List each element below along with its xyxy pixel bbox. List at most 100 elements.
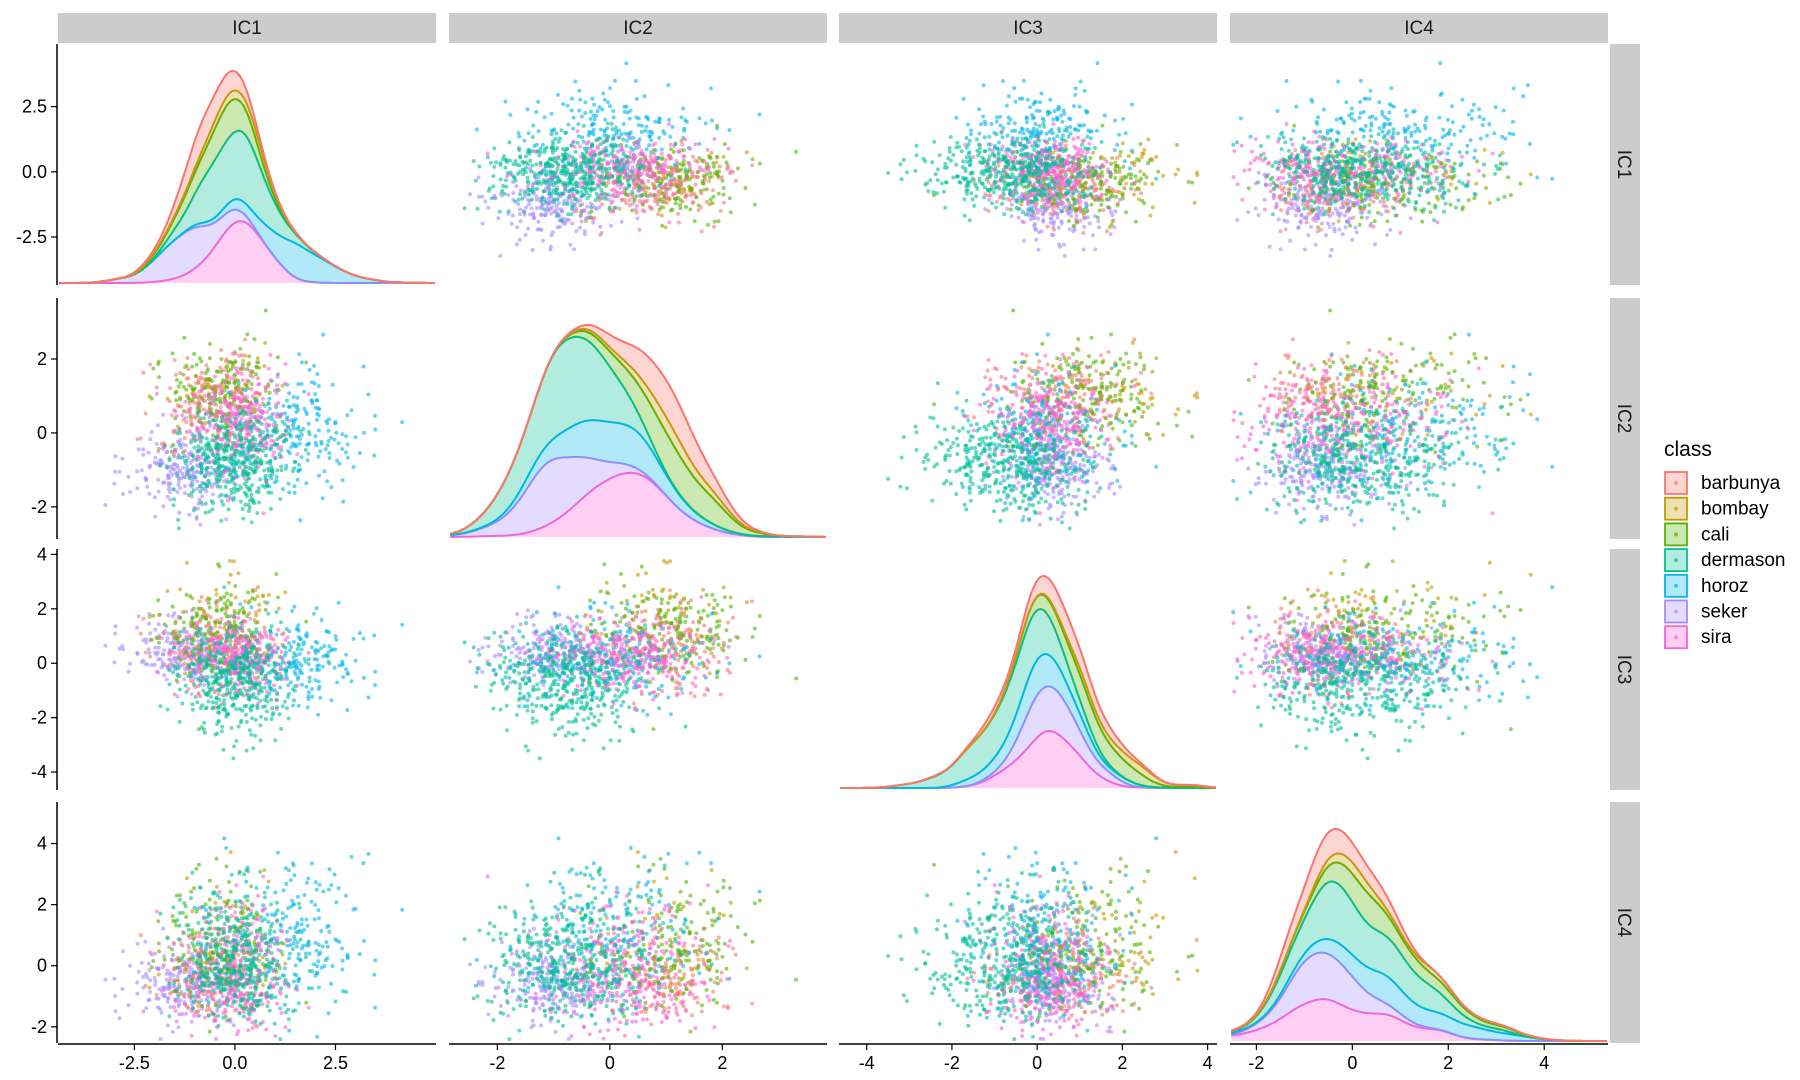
point-cali <box>1124 210 1128 214</box>
point-dermason <box>936 178 940 182</box>
point-barbunya <box>196 381 200 385</box>
point-horoz <box>552 127 556 131</box>
point-horoz <box>1130 149 1134 153</box>
point-dermason <box>1435 176 1439 180</box>
point-seker <box>987 198 991 202</box>
point-dermason <box>630 190 634 194</box>
point-cali <box>1367 203 1371 207</box>
point-horoz <box>622 122 626 126</box>
point-dermason <box>1342 185 1346 189</box>
point-horoz <box>601 92 605 96</box>
point-seker <box>1330 248 1334 252</box>
point-sira <box>1289 202 1293 206</box>
point-horoz <box>590 97 594 101</box>
point-dermason <box>490 196 494 200</box>
point-sira <box>1074 217 1078 221</box>
point-seker <box>558 225 562 229</box>
point-sira <box>1249 161 1253 165</box>
point-horoz <box>1089 192 1093 196</box>
point-horoz <box>1089 136 1093 140</box>
point-barbunya <box>720 175 724 179</box>
point-horoz <box>1020 126 1024 130</box>
point-sira <box>1083 170 1087 174</box>
point-barbunya <box>168 386 172 390</box>
point-dermason <box>1397 162 1401 166</box>
point-sira <box>1291 143 1295 147</box>
point-horoz <box>1369 134 1373 138</box>
point-bombay <box>262 364 266 368</box>
point-dermason <box>501 184 505 188</box>
point-horoz <box>508 113 512 117</box>
point-horoz <box>1085 135 1089 139</box>
point-sira <box>1044 140 1048 144</box>
point-dermason <box>1259 144 1263 148</box>
point-dermason <box>556 156 560 160</box>
point-dermason <box>598 157 602 161</box>
point-sira <box>1371 193 1375 197</box>
point-cali <box>1139 142 1143 146</box>
point-dermason <box>1288 175 1292 179</box>
point-seker <box>1297 188 1301 192</box>
point-seker <box>1277 217 1281 221</box>
point-horoz <box>522 139 526 143</box>
point-dermason <box>934 172 938 176</box>
point-horoz <box>1021 197 1025 201</box>
point-dermason <box>969 158 973 162</box>
point-dermason <box>943 162 947 166</box>
point-dermason <box>551 151 555 155</box>
point-seker <box>585 205 589 209</box>
point-horoz <box>1377 189 1381 193</box>
point-dermason <box>1353 175 1357 179</box>
point-seker <box>514 184 518 188</box>
point-sira <box>626 135 630 139</box>
point-seker <box>574 229 578 233</box>
point-dermason <box>1021 177 1025 181</box>
point-dermason <box>915 144 919 148</box>
point-dermason <box>611 127 615 131</box>
point-sira <box>1086 165 1090 169</box>
point-cali <box>674 201 678 205</box>
point-horoz <box>1022 79 1026 83</box>
point-sira <box>653 156 657 160</box>
point-dermason <box>995 132 999 136</box>
point-dermason <box>1281 135 1285 139</box>
point-seker <box>175 463 179 467</box>
point-sira <box>655 166 659 170</box>
point-seker <box>1314 243 1318 247</box>
point-bombay <box>584 219 588 223</box>
point-cali <box>1447 189 1451 193</box>
point-dermason <box>1444 202 1448 206</box>
point-horoz <box>649 150 653 154</box>
point-horoz <box>1416 127 1420 131</box>
point-dermason <box>999 131 1003 135</box>
point-seker <box>1113 209 1117 213</box>
point-cali <box>705 187 709 191</box>
point-dermason <box>1272 181 1276 185</box>
point-dermason <box>1308 149 1312 153</box>
point-sira <box>1001 145 1005 149</box>
point-dermason <box>567 189 571 193</box>
point-sira <box>1398 155 1402 159</box>
point-horoz <box>1500 135 1504 139</box>
point-barbunya <box>200 371 204 375</box>
point-cali <box>716 174 720 178</box>
point-horoz <box>1374 117 1378 121</box>
point-dermason <box>1386 197 1390 201</box>
point-horoz <box>1038 109 1042 113</box>
point-dermason <box>605 170 609 174</box>
point-sira <box>1053 145 1057 149</box>
point-dermason <box>1092 173 1096 177</box>
point-sira <box>1232 175 1236 179</box>
point-sira <box>1477 169 1481 173</box>
point-dermason <box>1068 206 1072 210</box>
point-cali <box>743 186 747 190</box>
point-dermason <box>1081 195 1085 199</box>
point-dermason <box>1448 128 1452 132</box>
point-dermason <box>1342 121 1346 125</box>
point-sira <box>1276 177 1280 181</box>
point-cali <box>1398 200 1402 204</box>
point-dermason <box>983 149 987 153</box>
point-cali <box>1129 172 1133 176</box>
point-horoz <box>979 122 983 126</box>
point-dermason <box>1302 196 1306 200</box>
